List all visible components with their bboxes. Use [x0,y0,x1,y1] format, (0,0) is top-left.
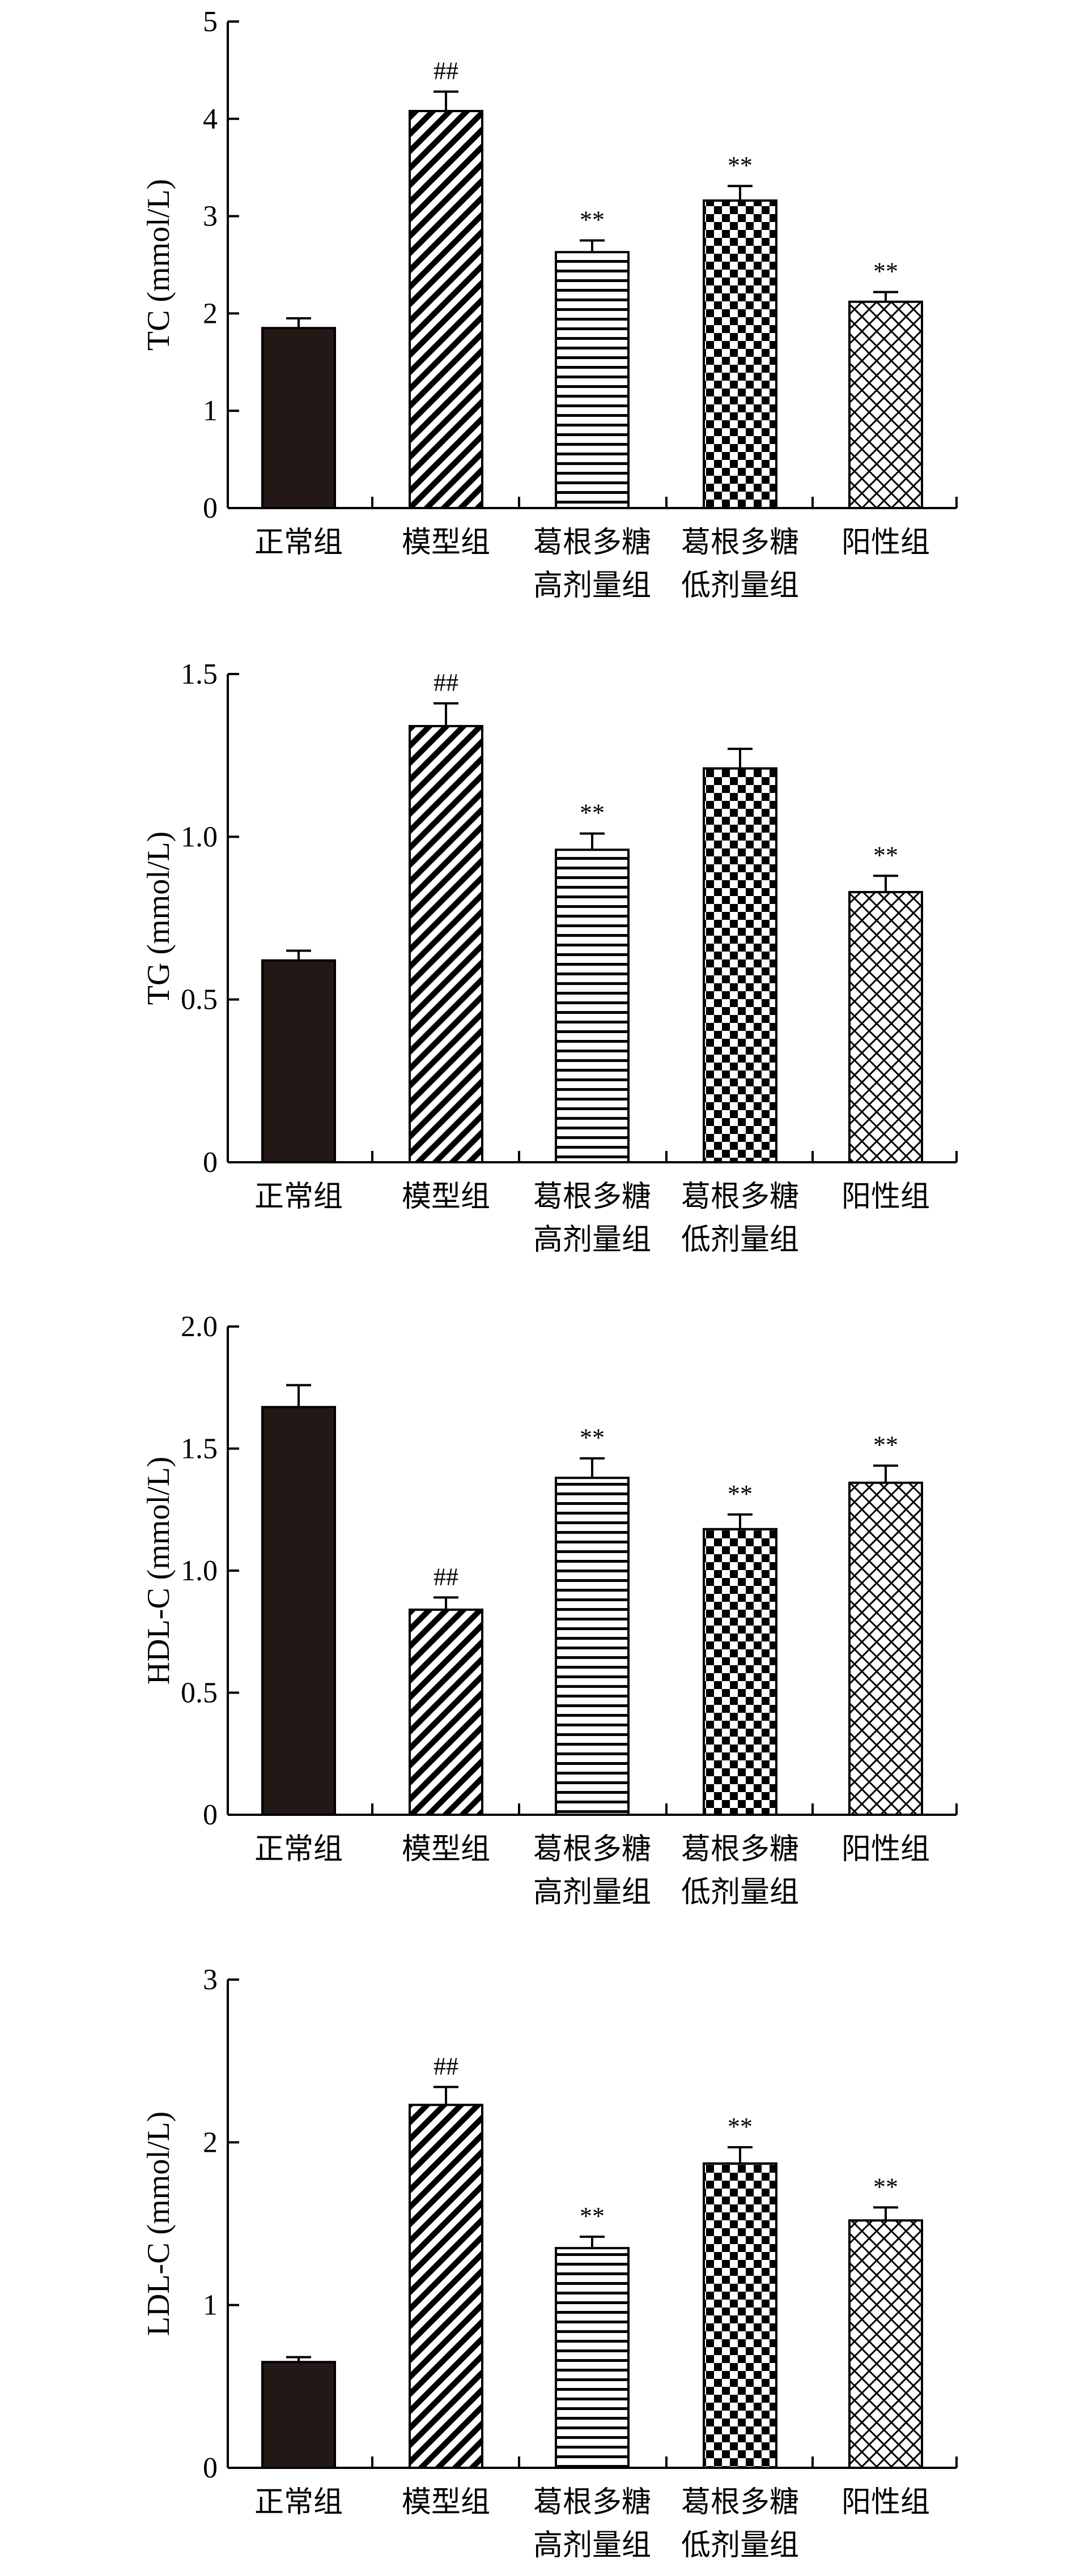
y-tick-label: 0 [203,492,218,524]
y-tick-label: 0 [203,1146,218,1179]
significance-mark: ** [728,1480,753,1508]
bar-1 [409,724,483,1163]
category-label: 阳性组 [842,2487,930,2519]
y-tick-label: 1.0 [181,1555,218,1587]
category-label: 高剂量组 [533,1876,651,1909]
bar-2 [555,848,630,1163]
y-tick-label: 0 [203,1799,218,1831]
bar-3 [703,767,777,1163]
category-label: 阳性组 [842,1833,930,1866]
significance-mark: ** [580,206,605,234]
category-label: 模型组 [402,527,490,559]
bar-4 [848,2219,923,2470]
bar-0 [261,1406,336,1816]
category-label: 阳性组 [842,527,930,559]
category-label: 正常组 [254,1833,343,1866]
significance-mark: ** [873,841,898,869]
y-tick-label: 3 [203,1964,218,1996]
category-label: 葛根多糖 [533,527,651,559]
bar-1 [409,1608,483,1816]
significance-mark: ** [580,1424,605,1452]
bar-1 [409,110,483,509]
bar-2 [555,2247,630,2470]
category-label: 葛根多糖 [681,1181,799,1213]
chart-hdl-c: 0 0.5 1.0 1.5 2.0 HDL-C (mmol/L) 正常组 ## 模型组 ** 葛根多… [141,1311,958,1909]
y-tick-label: 0 [203,2452,218,2484]
category-label: 高剂量组 [533,1224,651,1256]
category-label: 低剂量组 [681,1876,799,1909]
significance-mark: ## [434,1563,458,1590]
significance-mark: ** [580,2202,605,2230]
y-tick-label: 5 [203,6,218,38]
bar-0 [261,327,336,509]
bar-3 [703,2162,777,2470]
bar-3 [703,1528,777,1816]
y-tick-label: 1.5 [181,1433,218,1465]
bar-2 [555,251,630,509]
significance-mark: ## [434,669,458,697]
bar-4 [848,891,923,1163]
significance-mark: ** [873,258,898,285]
y-axis-title: HDL-C (mmol/L) [141,1457,176,1685]
significance-mark: ** [873,2173,898,2200]
category-label: 正常组 [254,2487,343,2519]
significance-mark: ** [728,2113,753,2140]
y-axis-title: TG (mmol/L) [141,831,176,1005]
category-label: 正常组 [254,1181,343,1213]
significance-mark: ** [580,799,605,827]
category-label: 模型组 [402,1833,490,1866]
y-tick-label: 0.5 [181,1677,218,1709]
bar-1 [409,2104,483,2469]
significance-mark: ## [434,57,458,85]
chart-tg: 00.51.01.5TG (mmol/L)正常组##模型组**葛根多糖高剂量组葛… [141,658,958,1256]
category-label: 低剂量组 [681,1224,799,1256]
y-tick-label: 2.0 [181,1311,218,1343]
category-label: 模型组 [402,2487,490,2519]
bar-4 [848,1481,923,1816]
category-label: 阳性组 [842,1181,930,1213]
bar-2 [555,1477,630,1816]
bar-0 [261,2361,336,2470]
y-tick-label: 1 [203,2289,218,2322]
category-label: 葛根多糖 [533,2487,651,2519]
category-label: 葛根多糖 [681,2487,799,2519]
y-tick-label: 2 [203,297,218,330]
category-label: 正常组 [254,527,343,559]
bar-4 [848,300,923,509]
bar-0 [261,959,336,1163]
significance-mark: ** [728,151,753,179]
y-tick-label: 1.0 [181,821,218,853]
y-tick-label: 1 [203,395,218,427]
y-tick-label: 4 [203,103,218,135]
y-axis-title: LDL-C (mmol/L) [141,2112,176,2336]
category-label: 模型组 [402,1181,490,1213]
category-label: 低剂量组 [681,2530,799,2562]
y-tick-label: 2 [203,2126,218,2159]
significance-mark: ## [434,2053,458,2080]
category-label: 葛根多糖 [681,1833,799,1866]
bar-3 [703,199,777,509]
y-tick-label: 1.5 [181,658,218,690]
y-tick-label: 0.5 [181,984,218,1016]
category-label: 葛根多糖 [533,1833,651,1866]
category-label: 低剂量组 [681,570,799,602]
y-tick-label: 3 [203,201,218,233]
category-label: 葛根多糖 [681,527,799,559]
significance-mark: ** [873,1431,898,1459]
y-axis-title: TC (mmol/L) [141,179,176,351]
category-label: 葛根多糖 [533,1181,651,1213]
category-label: 高剂量组 [533,2530,651,2562]
category-label: 高剂量组 [533,570,651,602]
